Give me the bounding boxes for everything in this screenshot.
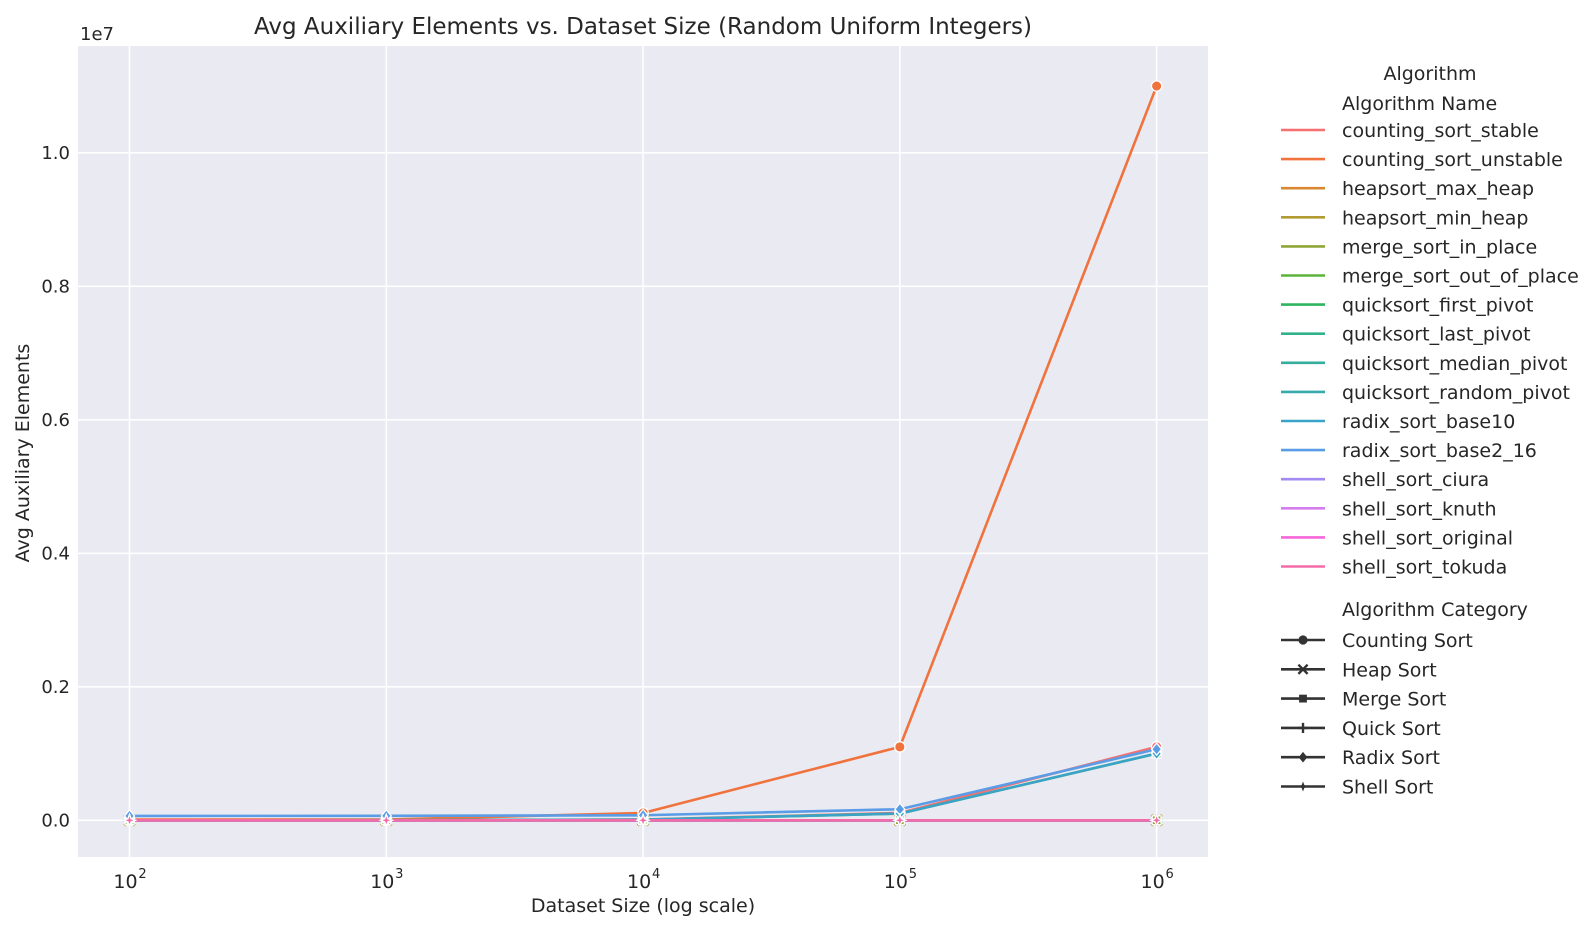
x-tick-label: 10 [627,871,651,893]
legend-category-label: Radix Sort [1342,747,1440,769]
x-axis-label: Dataset Size (log scale) [531,895,755,917]
y-tick-label: 0.8 [41,276,70,297]
y-offset-label: 1e7 [80,24,114,45]
legend-label: shell_sort_tokuda [1342,557,1507,579]
series-markers [121,80,1165,828]
legend-item-shell-sort-tokuda: shell_sort_tokuda [1281,557,1507,579]
legend-item-shell-sort-original: shell_sort_original [1281,527,1513,549]
x-tick-label: 10 [884,871,908,893]
legend-label: quicksort_median_pivot [1342,353,1568,375]
legend-category-label: Shell Sort [1342,777,1433,799]
legend-item-counting-sort-stable: counting_sort_stable [1281,120,1539,142]
data-point-counting-sort-unstable [1150,80,1163,92]
x-tick-exponent: 4 [652,867,660,882]
x-axis-ticks: 10 2 10 3 10 4 10 5 10 6 [113,867,1173,893]
legend-category-merge-sort: Merge Sort [1281,689,1446,711]
legend-category-label: Merge Sort [1342,689,1446,711]
legend-style-title: Algorithm Category [1342,599,1528,621]
legend-title: Algorithm [1383,63,1476,85]
legend-item-quicksort-first-pivot: quicksort_first_pivot [1281,295,1533,317]
legend-item-shell-sort-ciura: shell_sort_ciura [1281,469,1489,491]
legend-label: quicksort_last_pivot [1342,324,1531,346]
legend-label: merge_sort_out_of_place [1342,266,1579,288]
legend-hue-title: Algorithm Name [1342,93,1497,115]
legend-item-counting-sort-unstable: counting_sort_unstable [1281,149,1563,171]
legend-category-marker [1297,781,1309,792]
y-tick-label: 0.4 [41,543,70,564]
legend-category-marker [1297,663,1309,675]
x-tick-exponent: 6 [1165,867,1173,882]
legend-label: shell_sort_ciura [1342,469,1489,491]
x-tick-exponent: 3 [395,867,403,882]
legend-category-marker [1298,635,1308,645]
data-point-shell-sort-tokuda [635,812,651,828]
data-point-shell-sort-tokuda [1149,812,1165,828]
x-tick-exponent: 5 [909,867,917,882]
y-axis-ticks: 0.0 0.2 0.4 0.6 0.8 1.0 [41,143,70,831]
x-tick-exponent: 2 [138,867,146,882]
grid [78,46,1208,857]
data-point-shell-sort-tokuda [121,812,138,828]
legend-category-heap-sort: Heap Sort [1281,659,1437,681]
x-tick-label: 10 [1141,871,1165,893]
legend-label: counting_sort_unstable [1342,149,1563,171]
y-axis-label: Avg Auxiliary Elements [12,344,34,563]
legend-label: shell_sort_knuth [1342,498,1497,520]
legend-label: radix_sort_base2_16 [1342,440,1537,462]
x-tick-label: 10 [370,871,394,893]
legend-category-label: Heap Sort [1342,659,1437,681]
legend-category-shell-sort: Shell Sort [1281,777,1433,799]
legend-category-quick-sort: Quick Sort [1281,718,1441,740]
legend-label: heapsort_min_heap [1342,207,1528,229]
y-tick-label: 0.6 [41,410,70,431]
legend-label: merge_sort_in_place [1342,236,1537,258]
x-tick-label: 10 [113,871,137,893]
legend-category-counting-sort: Counting Sort [1281,630,1473,652]
legend-label: heapsort_max_heap [1342,178,1534,200]
data-point-shell-sort-tokuda [892,812,908,828]
chart-title: Avg Auxiliary Elements vs. Dataset Size … [254,14,1032,40]
y-tick-label: 0.0 [41,810,70,831]
legend-category-label: Counting Sort [1342,630,1473,652]
legend-item-radix-sort-base2-16: radix_sort_base2_16 [1281,440,1537,462]
legend: Algorithm Algorithm Name counting_sort_s… [1281,63,1579,799]
legend-category-radix-sort: Radix Sort [1281,747,1440,769]
legend-item-merge-sort-in-place: merge_sort_in_place [1281,236,1537,258]
y-tick-label: 1.0 [41,143,70,164]
y-tick-label: 0.2 [41,677,70,698]
legend-item-quicksort-last-pivot: quicksort_last_pivot [1281,324,1531,346]
legend-item-merge-sort-out-of-place: merge_sort_out_of_place [1281,266,1579,288]
legend-item-quicksort-random-pivot: quicksort_random_pivot [1281,382,1570,404]
legend-item-quicksort-median-pivot: quicksort_median_pivot [1281,353,1568,375]
legend-item-heapsort-min-heap: heapsort_min_heap [1281,207,1528,229]
legend-label: shell_sort_original [1342,527,1513,549]
legend-category-marker [1299,694,1307,703]
legend-label: counting_sort_stable [1342,120,1539,142]
legend-category-label: Quick Sort [1342,718,1441,740]
legend-category-marker [1298,751,1308,763]
legend-category-marker [1297,722,1309,733]
legend-label: quicksort_first_pivot [1342,295,1533,317]
legend-item-radix-sort-base10: radix_sort_base10 [1281,411,1515,433]
legend-label: quicksort_random_pivot [1342,382,1570,404]
legend-item-shell-sort-knuth: shell_sort_knuth [1281,498,1497,520]
data-point-shell-sort-tokuda [378,812,394,828]
legend-item-heapsort-max-heap: heapsort_max_heap [1281,178,1534,200]
data-point-radix-sort-base2-16 [1150,742,1163,757]
data-point-counting-sort-unstable [894,741,906,753]
legend-label: radix_sort_base10 [1342,411,1515,433]
